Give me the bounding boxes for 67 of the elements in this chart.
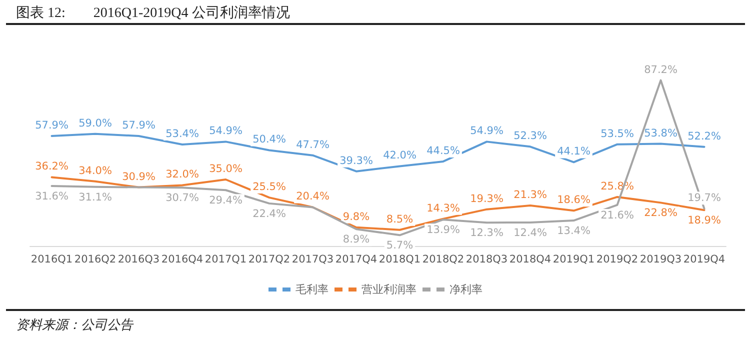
x-tick-label: 2016Q1 [30,254,73,266]
data-label: 34.0% [78,164,112,177]
data-label: 39.3% [340,154,373,167]
data-label: 5.7% [386,240,414,252]
data-label: 59.0% [78,117,112,130]
data-label: 25.5% [252,181,286,194]
x-tick-label: 2017Q2 [248,254,290,266]
data-label: 54.9% [209,125,242,138]
data-label: 54.9% [470,125,504,138]
legend-label: 毛利率 [296,283,328,296]
data-label: 31.6% [35,190,68,202]
x-tick-label: 2017Q3 [292,254,334,266]
data-label: 12.4% [514,226,547,239]
data-label: 57.9% [122,119,156,132]
data-label: 53.8% [644,127,678,140]
data-label: 53.5% [600,128,634,140]
text: 资料来源：公司公告 [16,316,133,334]
data-label: 44.1% [557,146,590,158]
chart-title: 图表 12: 2016Q1-2019Q4 公司利润率情况 [16,4,290,22]
x-tick-label: 2018Q1 [378,254,421,266]
data-label: 12.3% [470,227,504,240]
data-label: 21.3% [514,189,547,202]
data-label: 57.9% [35,119,68,132]
data-label: 22.8% [644,207,678,220]
x-tick-label: 2018Q4 [509,254,552,266]
data-label: 20.4% [296,190,330,203]
data-label: 13.4% [557,225,590,238]
x-tick-label: 2016Q2 [74,254,116,266]
legend-label: 净利率 [450,283,482,296]
data-label: 35.0% [209,163,242,175]
data-label: 8.5% [386,213,414,226]
data-label: 31.1% [78,191,112,204]
x-tick-label: 2019Q3 [640,254,682,266]
data-label: 50.4% [252,134,286,146]
data-label: 21.6% [600,209,634,222]
data-label: 25.8% [600,180,634,192]
data-label: 9.8% [342,210,370,223]
data-label: 13.9% [426,224,460,236]
data-label: 47.7% [296,138,330,151]
data-label: 87.2% [644,64,678,76]
data-label: 18.9% [688,214,721,227]
data-label: 32.0% [166,168,199,181]
x-tick-label: 2018Q2 [422,254,464,266]
data-label: 30.9% [122,170,156,183]
data-label: 30.7% [166,192,199,204]
data-label: 18.6% [557,194,590,206]
x-tick-label: 2016Q3 [118,254,160,266]
x-tick-label: 2017Q4 [335,254,378,266]
data-label: 52.2% [688,130,721,142]
data-label: 19.7% [688,192,721,204]
data-label: 44.5% [426,144,460,157]
x-tick-label: 2018Q3 [466,254,508,266]
data-label: 22.4% [252,208,286,220]
x-tick-label: 2019Q2 [596,254,638,266]
x-tick-label: 2019Q1 [552,254,595,266]
data-label: 36.2% [35,160,68,173]
data-label: 8.9% [342,234,370,246]
x-tick-label: 2017Q1 [204,254,247,266]
data-label: 14.3% [426,202,460,214]
x-tick-label: 2016Q4 [161,254,204,266]
data-label: 42.0% [383,150,416,162]
legend-label: 营业利润率 [362,283,416,296]
data-label: 52.3% [514,130,547,142]
x-tick-label: 2019Q4 [683,254,726,266]
data-label: 29.4% [209,194,242,207]
data-label: 19.3% [470,192,504,205]
data-label: 53.4% [166,128,199,140]
